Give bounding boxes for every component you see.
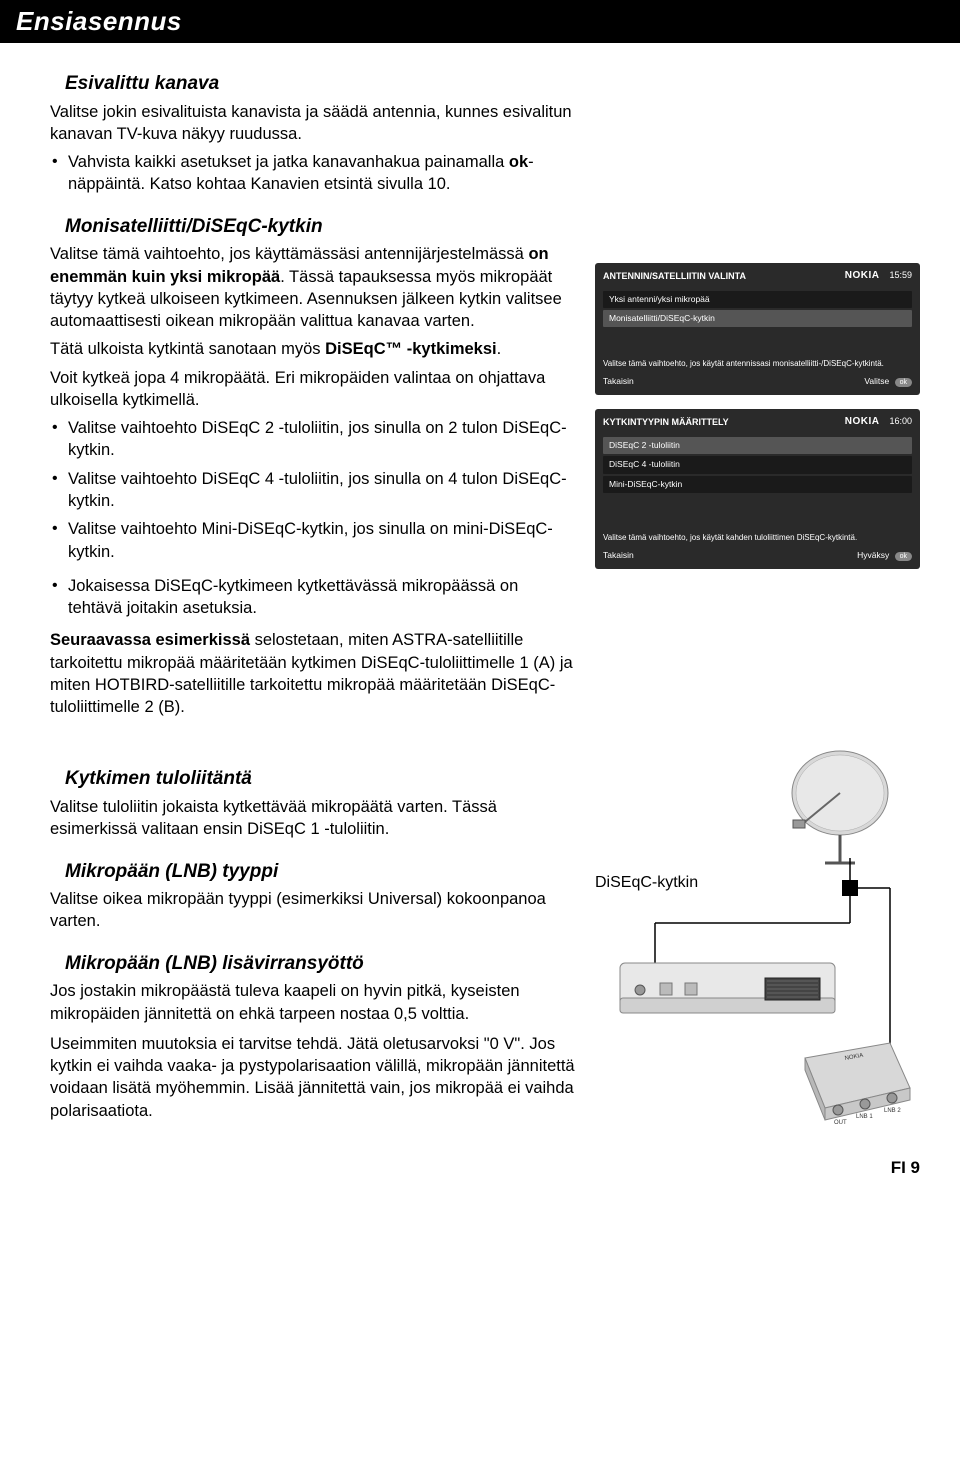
svg-text:LNB 2: LNB 2 <box>884 1108 901 1114</box>
para: Valitse tuloliitin jokaista kytkettävää … <box>50 796 575 841</box>
tv-title: KYTKINTYYPIN MÄÄRITTELY <box>603 416 729 428</box>
tv-screenshot-1: ANTENNIN/SATELLIITIN VALINTA NOKIA 15:59… <box>595 263 920 395</box>
text: . <box>497 340 502 358</box>
tv-back: Takaisin <box>603 550 634 561</box>
text-bold: Seuraavassa esimerkissä <box>50 631 250 649</box>
tv-brand: NOKIA <box>845 270 880 281</box>
tv-option: DiSEqC 4 -tuloliitin <box>603 456 912 473</box>
para: Tätä ulkoista kytkintä sanotaan myös DiS… <box>50 338 575 360</box>
page-content: Esivalittu kanava Valitse jokin esivalit… <box>0 43 960 1148</box>
tv-option-selected: DiSEqC 2 -tuloliitin <box>603 437 912 454</box>
tv-option: Yksi antenni/yksi mikropää <box>603 291 912 308</box>
text: Tätä ulkoista kytkintä sanotaan myös <box>50 340 325 358</box>
heading-lnb-lisavirta: Mikropään (LNB) lisävirransyöttö <box>65 951 575 977</box>
heading-lnb-tyyppi: Mikropään (LNB) tyyppi <box>65 859 575 885</box>
tv-ok: ok <box>895 378 912 387</box>
bullet: Valitse vaihtoehto DiSEqC 2 -tuloliitin,… <box>50 417 575 462</box>
text-bold: DiSEqC™ -kytkimeksi <box>325 340 496 358</box>
diseqc-box-icon: OUT LNB 1 LNB 2 NOKIA <box>790 1038 920 1128</box>
bullet: Vahvista kaikki asetukset ja jatka kanav… <box>50 151 575 196</box>
tv-back: Takaisin <box>603 376 634 387</box>
para: Voit kytkeä jopa 4 mikropäätä. Eri mikro… <box>50 367 575 412</box>
text: Vahvista kaikki asetukset ja jatka kanav… <box>68 153 509 171</box>
para: Valitse tämä vaihtoehto, jos käyttämässä… <box>50 243 575 332</box>
wiring-diagram: DiSEqC-kytkin <box>595 748 920 1128</box>
tv-time: 15:59 <box>889 270 912 280</box>
tv-hint: Valitse tämä vaihtoehto, jos käytät kahd… <box>603 533 912 543</box>
page-number: FI 9 <box>0 1148 960 1194</box>
svg-text:OUT: OUT <box>834 1120 847 1126</box>
tv-time: 16:00 <box>889 416 912 426</box>
tv-hint: Valitse tämä vaihtoehto, jos käytät ante… <box>603 359 912 369</box>
heading-monisatelliitti: Monisatelliitti/DiSEqC-kytkin <box>65 214 575 240</box>
tv-title: ANTENNIN/SATELLIITIN VALINTA <box>603 270 746 282</box>
receiver-icon <box>615 948 845 1028</box>
tv-option-selected: Monisatelliitti/DiSEqC-kytkin <box>603 310 912 327</box>
para: Jos jostakin mikropäästä tuleva kaapeli … <box>50 980 575 1025</box>
tv-select: Hyväksy <box>857 550 889 560</box>
tv-ok: ok <box>895 552 912 561</box>
tv-option: Mini-DiSEqC-kytkin <box>603 476 912 493</box>
bullet: Jokaisessa DiSEqC-kytkimeen kytkettäväss… <box>50 575 575 620</box>
text-bold: ok <box>509 153 528 171</box>
tv-brand: NOKIA <box>845 416 880 427</box>
para: Valitse oikea mikropään tyyppi (esimerki… <box>50 888 575 933</box>
heading-kytkimen: Kytkimen tuloliitäntä <box>65 766 575 792</box>
page-header: Ensiasennus <box>0 0 960 43</box>
svg-text:LNB 1: LNB 1 <box>856 1114 873 1120</box>
bullet: Valitse vaihtoehto DiSEqC 4 -tuloliitin,… <box>50 468 575 513</box>
para: Seuraavassa esimerkissä selostetaan, mit… <box>50 629 575 718</box>
text: Valitse tämä vaihtoehto, jos käyttämässä… <box>50 245 528 263</box>
tv-screenshot-2: KYTKINTYYPIN MÄÄRITTELY NOKIA 16:00 DiSE… <box>595 409 920 569</box>
para: Useimmiten muutoksia ei tarvitse tehdä. … <box>50 1033 575 1122</box>
bullet: Valitse vaihtoehto Mini-DiSEqC-kytkin, j… <box>50 518 575 563</box>
tv-select: Valitse <box>864 376 889 386</box>
heading-esivalittu: Esivalittu kanava <box>65 71 575 97</box>
diseqc-switch-label: DiSEqC-kytkin <box>595 872 698 894</box>
para: Valitse jokin esivalituista kanavista ja… <box>50 101 575 146</box>
